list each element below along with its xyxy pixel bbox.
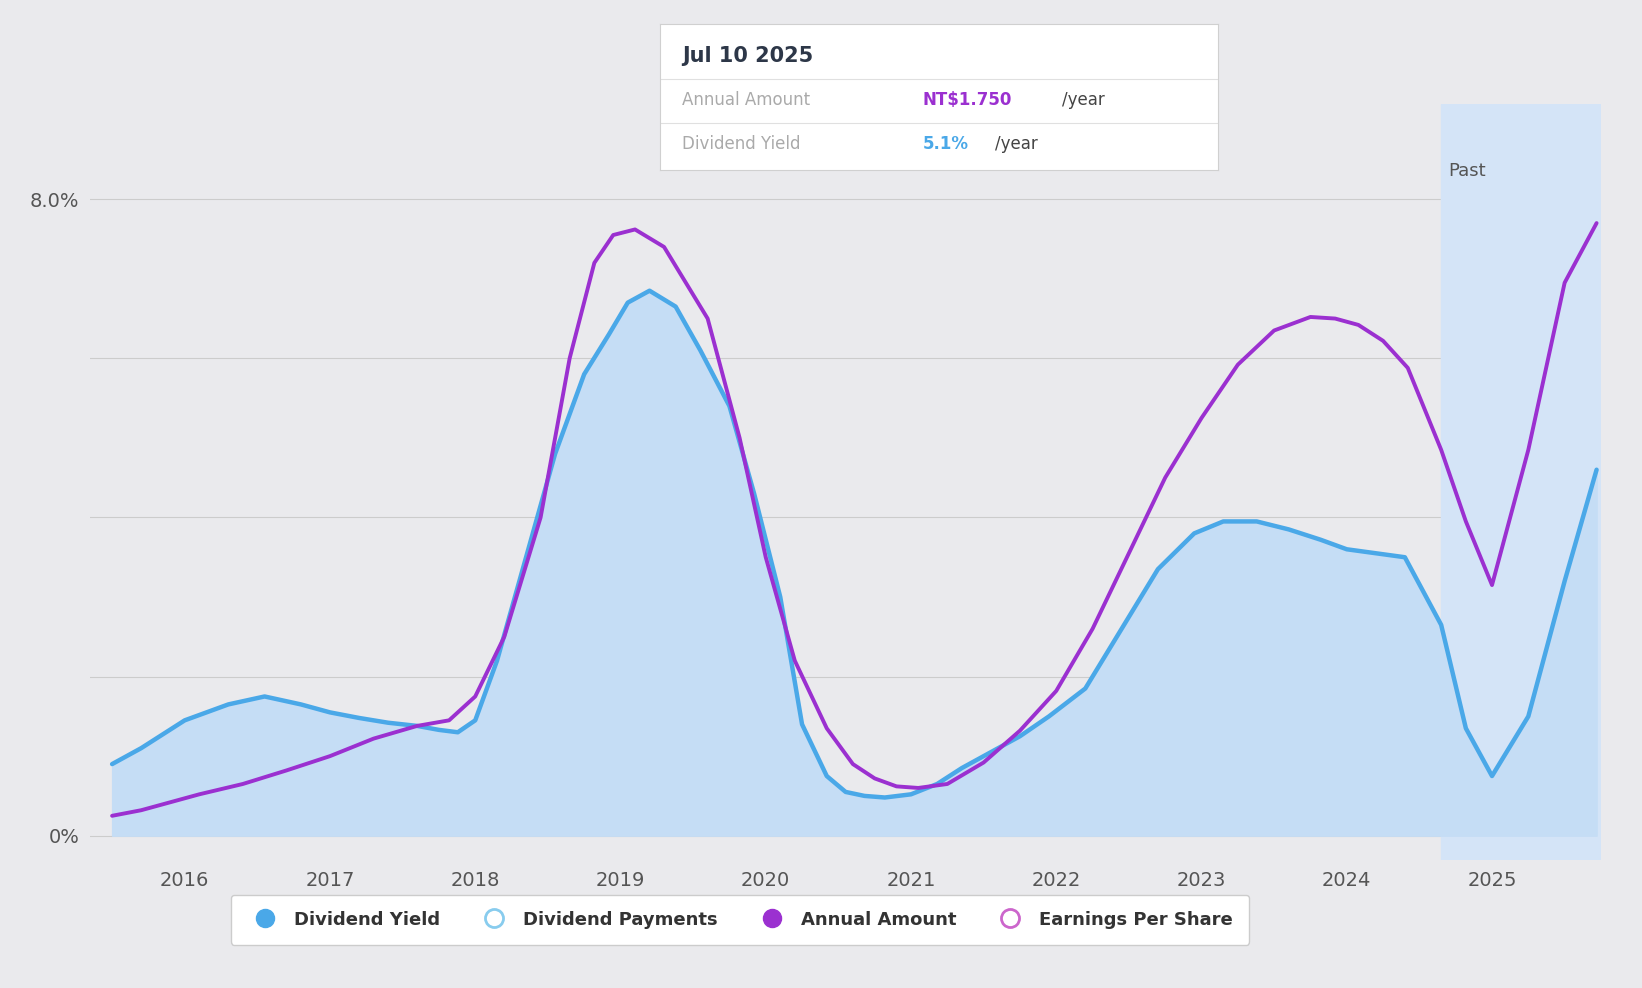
Text: Annual Amount: Annual Amount bbox=[683, 91, 811, 109]
Text: NT$1.750: NT$1.750 bbox=[923, 91, 1011, 109]
Legend: Dividend Yield, Dividend Payments, Annual Amount, Earnings Per Share: Dividend Yield, Dividend Payments, Annua… bbox=[230, 894, 1250, 945]
Text: Dividend Yield: Dividend Yield bbox=[683, 134, 801, 153]
Bar bbox=[1442, 104, 1601, 860]
Text: 5.1%: 5.1% bbox=[923, 134, 969, 153]
Text: Jul 10 2025: Jul 10 2025 bbox=[683, 45, 814, 65]
Text: Past: Past bbox=[1448, 162, 1486, 181]
Text: /year: /year bbox=[1062, 91, 1105, 109]
Text: /year: /year bbox=[995, 134, 1038, 153]
